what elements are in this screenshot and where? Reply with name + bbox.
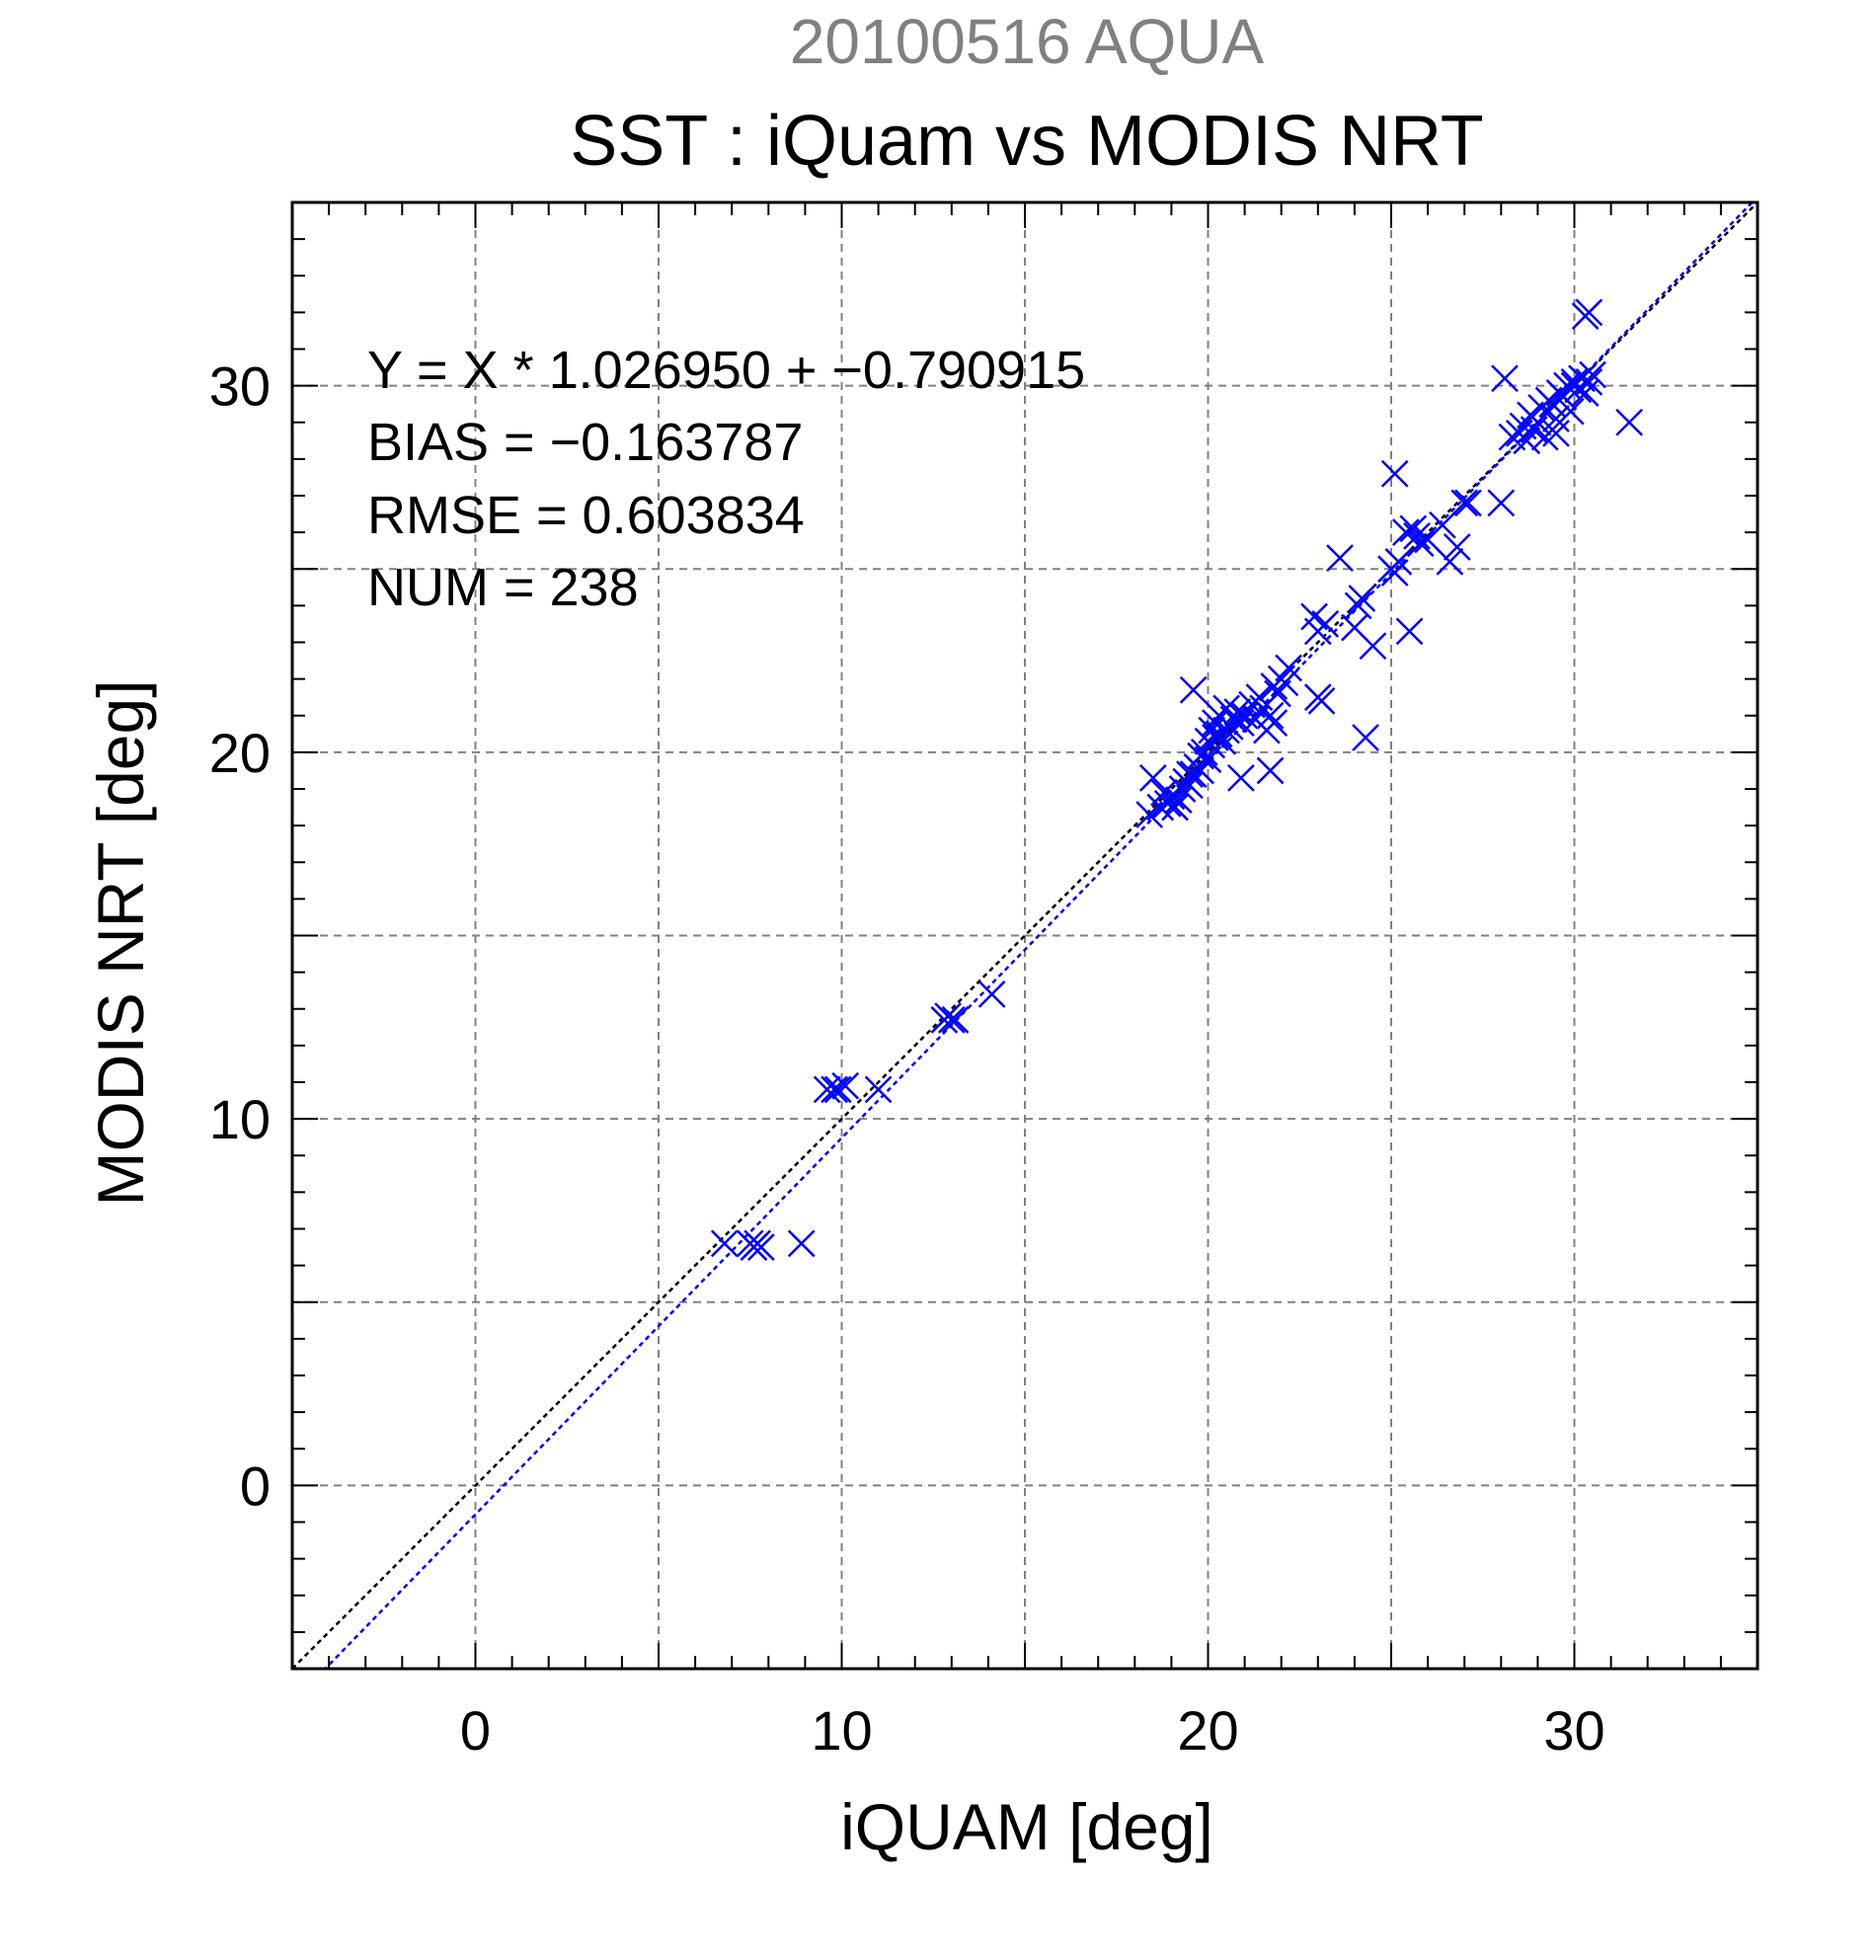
tick-labels: 0 10 20 30 0 10 20 30: [209, 355, 1605, 1762]
data-point: [821, 1075, 848, 1104]
data-point: [1560, 371, 1589, 400]
data-point: [1219, 705, 1248, 734]
regression-fit-line: [323, 202, 1755, 1669]
y-axis-label: MODIS NRT [deg]: [84, 679, 157, 1206]
data-point: [1245, 683, 1274, 712]
data-point: [1542, 405, 1570, 432]
data-point: [710, 1229, 739, 1258]
stats-rmse: RMSE = 0.603834: [367, 486, 805, 545]
data-point: [1436, 547, 1464, 576]
data-point: [1164, 786, 1193, 815]
data-point: [1579, 360, 1606, 389]
data-point: [1256, 701, 1285, 730]
data-point: [1150, 778, 1178, 807]
data-point: [1615, 408, 1644, 436]
x-tick-label: 10: [811, 1699, 872, 1762]
y-tick-label: 10: [209, 1088, 271, 1150]
data-point: [1311, 610, 1340, 638]
data-point: [1380, 559, 1409, 587]
data-point: [1275, 654, 1303, 682]
data-point: [864, 1075, 893, 1104]
data-point: [937, 1006, 966, 1034]
chart-title: SST : iQuam vs MODIS NRT: [570, 102, 1484, 181]
data-point: [746, 1233, 775, 1261]
x-tick-label: 30: [1543, 1699, 1604, 1762]
data-point: [1326, 544, 1354, 572]
data-point: [1344, 591, 1372, 620]
data-point: [1179, 675, 1208, 704]
data-point: [787, 1229, 816, 1258]
stats-num: NUM = 238: [367, 558, 639, 617]
data-point: [1380, 459, 1409, 488]
data-point: [1443, 533, 1471, 561]
data-point: [1359, 632, 1387, 661]
data-point: [1303, 683, 1332, 712]
data-point: [1348, 585, 1376, 612]
data-point: [1429, 510, 1456, 539]
data-point: [1176, 760, 1204, 789]
data-point: [1215, 713, 1244, 741]
data-point: [831, 1071, 860, 1100]
data-point: [1530, 423, 1559, 451]
y-tick-label: 0: [240, 1454, 271, 1517]
x-tick-label: 0: [460, 1699, 491, 1762]
data-point: [1491, 364, 1519, 393]
data-points: [710, 298, 1644, 1261]
plot-frame: [290, 200, 1759, 1671]
reference-lines: [292, 202, 1758, 1669]
data-point: [823, 1075, 852, 1104]
y-tick-label: 20: [209, 722, 271, 784]
grid: [292, 202, 1758, 1669]
data-point: [1395, 617, 1424, 646]
data-point: [1227, 763, 1255, 792]
data-point: [1391, 518, 1420, 547]
data-point: [1223, 698, 1252, 726]
data-point: [1487, 489, 1516, 517]
data-point: [1260, 709, 1289, 738]
data-point: [813, 1075, 841, 1104]
data-point: [1542, 420, 1570, 447]
stats-equation: Y = X * 1.026950 + −0.790915: [367, 341, 1085, 400]
data-point: [1176, 771, 1204, 800]
data-point: [1399, 514, 1428, 543]
data-point: [977, 980, 1006, 1008]
data-point: [1256, 756, 1285, 785]
x-axis-label: iQUAM [deg]: [840, 1790, 1213, 1863]
chart-subtitle: 20100516 AQUA: [790, 6, 1265, 77]
data-point: [1454, 489, 1482, 517]
data-point: [1575, 298, 1603, 327]
data-point: [1352, 724, 1379, 751]
stats-bias: BIAS = −0.163787: [367, 413, 803, 472]
data-point: [1406, 529, 1435, 558]
data-point: [1450, 489, 1479, 517]
data-point: [941, 1006, 970, 1034]
y-tick-label: 30: [209, 355, 271, 418]
x-tick-label: 20: [1177, 1699, 1238, 1762]
data-point: [1403, 521, 1431, 550]
data-point: [1161, 793, 1189, 822]
data-point: [1384, 547, 1413, 576]
axis-ticks: [292, 202, 1758, 1669]
data-point: [1556, 397, 1585, 426]
